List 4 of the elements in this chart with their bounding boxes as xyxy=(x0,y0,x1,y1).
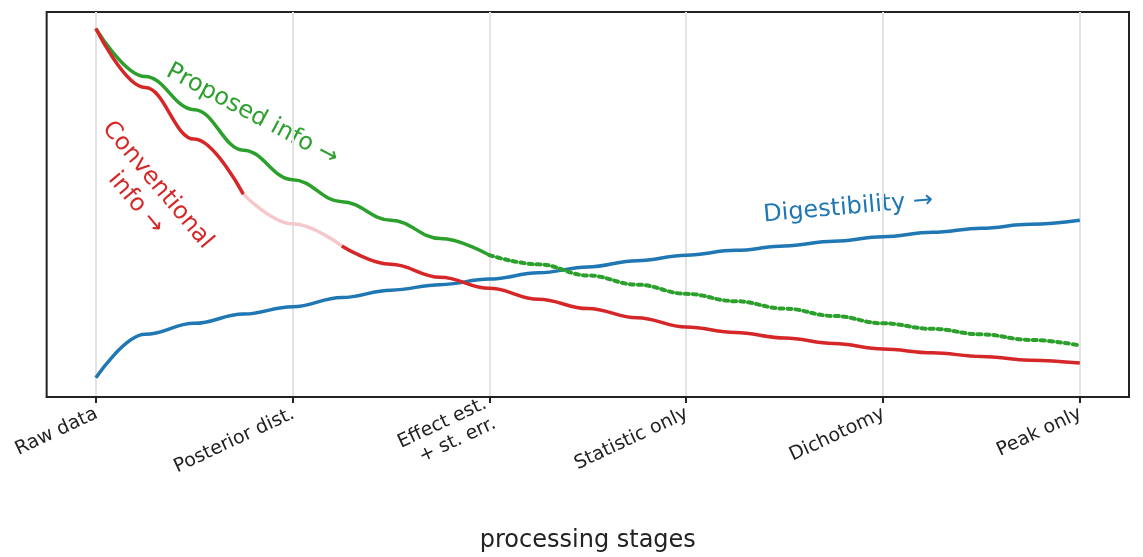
x-tick-label: Raw data xyxy=(10,401,101,459)
annotation: Digestibility → xyxy=(762,184,934,228)
x-axis-title: processing stages xyxy=(479,525,696,553)
x-tick-label: Peak only xyxy=(992,401,1085,460)
